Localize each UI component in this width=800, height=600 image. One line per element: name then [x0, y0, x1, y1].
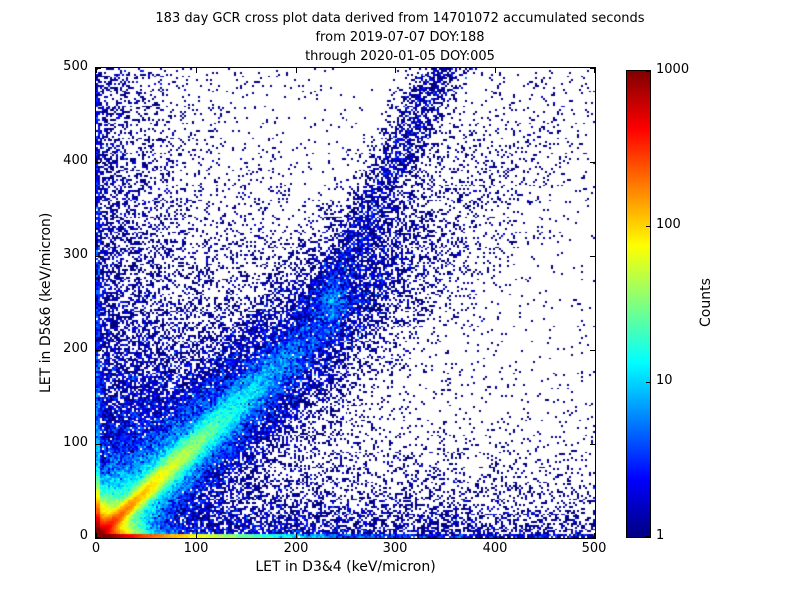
chart-title-line1: 183 day GCR cross plot data derived from… — [155, 11, 645, 26]
chart-title: 183 day GCR cross plot data derived from… — [0, 9, 800, 66]
x-axis-tick-label: 0 — [91, 541, 101, 556]
colorbar — [626, 70, 651, 538]
y-axis-tick-right — [590, 162, 595, 163]
x-axis-tick-top — [96, 68, 97, 73]
colorbar-tick-label: 10 — [656, 373, 673, 388]
y-axis-label: LET in D5&6 (keV/micron) — [38, 212, 54, 394]
x-axis-tick — [296, 533, 297, 538]
colorbar-tick — [646, 382, 650, 383]
x-axis-tick-top — [495, 68, 496, 73]
y-axis-tick-right — [590, 256, 595, 257]
colorbar-tick — [646, 71, 650, 72]
x-axis-tick-label: 400 — [482, 541, 508, 556]
x-axis-tick-label: 300 — [382, 541, 408, 556]
y-axis-tick — [96, 68, 101, 69]
x-axis-tick-label: 500 — [581, 541, 607, 556]
y-axis-tick-label: 500 — [63, 59, 88, 74]
colorbar-tick-label: 1000 — [656, 62, 690, 77]
x-axis-tick-label: 200 — [283, 541, 309, 556]
colorbar-gradient — [627, 71, 650, 537]
plot-area — [95, 67, 596, 539]
y-axis-tick-right — [590, 537, 595, 538]
x-axis-tick — [594, 533, 595, 538]
x-axis-label: LET in D3&4 (keV/micron) — [255, 559, 436, 575]
chart-title-line2: from 2019-07-07 DOY:188 — [315, 30, 485, 45]
x-axis-tick — [395, 533, 396, 538]
y-axis-tick-right — [590, 350, 595, 351]
colorbar-tick-label: 1 — [656, 528, 665, 543]
y-axis-tick-label: 200 — [63, 341, 88, 356]
y-axis-tick — [96, 256, 101, 257]
y-axis-tick-label: 0 — [79, 528, 88, 543]
y-axis-tick — [96, 537, 101, 538]
x-axis-tick-top — [196, 68, 197, 73]
y-axis-tick — [96, 162, 101, 163]
x-axis-tick — [495, 533, 496, 538]
heatmap-canvas — [96, 68, 595, 538]
y-axis-tick-label: 300 — [63, 247, 88, 262]
x-axis-tick-top — [296, 68, 297, 73]
chart-title-line3: through 2020-01-05 DOY:005 — [305, 49, 495, 64]
y-axis-tick-right — [590, 444, 595, 445]
y-axis-tick-label: 400 — [63, 153, 88, 168]
y-axis-tick — [96, 444, 101, 445]
colorbar-tick-label: 100 — [656, 217, 681, 232]
colorbar-tick — [646, 536, 650, 537]
x-axis-tick — [196, 533, 197, 538]
x-axis-tick-label: 100 — [183, 541, 209, 556]
y-axis-tick-label: 100 — [63, 435, 88, 450]
colorbar-title: Counts — [698, 278, 714, 328]
x-axis-tick — [96, 533, 97, 538]
colorbar-tick — [646, 226, 650, 227]
x-axis-tick-top — [594, 68, 595, 73]
y-axis-tick-right — [590, 68, 595, 69]
x-axis-tick-top — [395, 68, 396, 73]
y-axis-tick — [96, 350, 101, 351]
